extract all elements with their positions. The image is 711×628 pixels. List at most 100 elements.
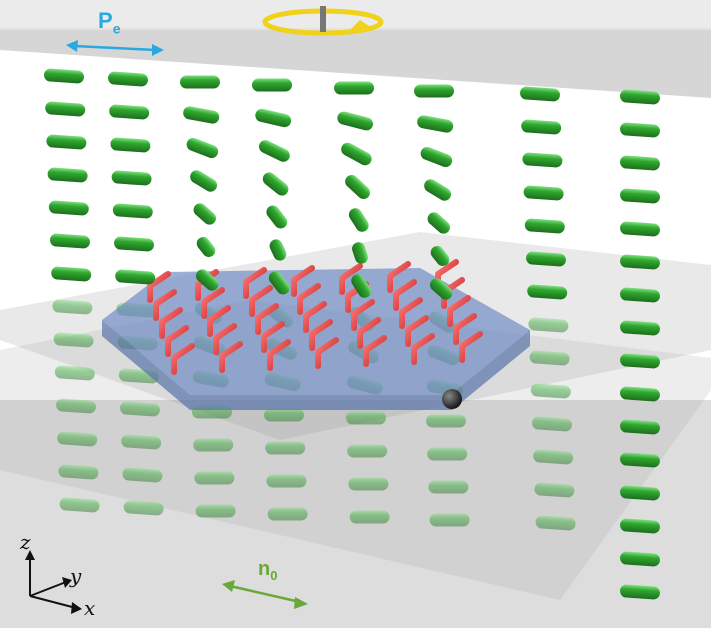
lc-rod [426, 414, 466, 428]
lc-rod [108, 71, 148, 87]
lc-rod [109, 104, 150, 120]
lc-rod [620, 485, 660, 501]
lc-rod [620, 254, 660, 270]
surface-molecule [261, 321, 285, 353]
lc-rod [48, 200, 89, 216]
surface-molecule [213, 323, 237, 355]
n0-label-sub: 0 [270, 568, 278, 583]
pe-double-arrow-icon [66, 40, 164, 56]
lc-rod [186, 137, 219, 159]
surface-molecule [219, 341, 243, 373]
lc-rod [112, 203, 153, 219]
lc-rod [620, 155, 660, 171]
surface-molecule [243, 267, 267, 299]
lc-rod [58, 464, 99, 480]
lc-rod [57, 431, 98, 447]
lc-rod [195, 269, 219, 291]
surface-molecule [459, 331, 483, 363]
lc-rod [52, 299, 93, 315]
lc-rod [268, 271, 290, 295]
lc-rod [196, 236, 216, 258]
lc-rod [349, 510, 390, 524]
axis-z-label: z [20, 530, 31, 554]
lc-rod [114, 236, 154, 252]
n0-double-arrow-icon [222, 580, 308, 609]
lc-rod [424, 179, 452, 201]
surface-molecule [201, 287, 225, 319]
surface-molecule [339, 263, 363, 295]
n0-label-main: n [258, 558, 271, 580]
lc-rod [47, 167, 88, 183]
lc-rod [620, 518, 660, 534]
lc-rod [348, 477, 389, 491]
lc-rod [255, 108, 292, 128]
lc-rod [334, 81, 374, 95]
lc-rod [620, 551, 660, 567]
lc-rod [417, 115, 454, 133]
lc-rod [50, 233, 90, 249]
surface-molecule [171, 343, 195, 375]
lc-rod [521, 119, 562, 135]
lc-rod [535, 515, 576, 531]
surface-molecule [249, 285, 273, 317]
lc-rod [267, 507, 308, 521]
lc-rod [195, 504, 236, 518]
lc-rod [429, 278, 453, 300]
lc-rod [429, 513, 470, 527]
lc-rod [346, 411, 386, 425]
lc-rod [265, 441, 306, 455]
lc-rod [266, 205, 288, 229]
lc-rod [620, 89, 660, 105]
surface-molecule [255, 303, 279, 335]
lc-rod [529, 350, 570, 366]
lc-rod [337, 111, 374, 131]
surface-molecules [147, 259, 483, 375]
lc-rod [190, 170, 218, 192]
lc-rod [352, 242, 368, 264]
coordinate-axes-icon [25, 550, 82, 614]
lc-rod [262, 172, 289, 196]
lc-rod [264, 408, 304, 422]
lc-rod [123, 500, 164, 516]
lc-rod [420, 146, 453, 168]
surface-molecule [447, 295, 471, 327]
lc-rod [523, 185, 564, 201]
lc-rod [180, 75, 220, 89]
lc-rod [193, 438, 234, 452]
lc-rods-front [44, 68, 660, 600]
rotation-arrow-icon [262, 6, 384, 36]
pe-label-main: P [98, 8, 113, 33]
surface-molecule [309, 319, 333, 351]
surface-molecule [315, 337, 339, 369]
lc-rod [59, 497, 100, 513]
surface-molecule [147, 271, 171, 303]
surface-molecule [357, 317, 381, 349]
lc-rod [620, 584, 660, 600]
lc-rod [620, 122, 660, 138]
surface-molecule [393, 279, 417, 311]
lc-rod [183, 106, 220, 124]
surface-molecule [297, 283, 321, 315]
top-glass-plate [0, 28, 711, 98]
lc-rod [348, 208, 369, 232]
lc-rod [528, 317, 569, 333]
lc-rod [427, 447, 468, 461]
lc-rod [252, 78, 292, 92]
lc-rod [121, 434, 162, 450]
lc-rod [533, 449, 574, 465]
lc-rod [620, 287, 660, 303]
lc-rod [46, 134, 87, 150]
lc-rod [266, 474, 307, 488]
surface-molecule [159, 307, 183, 339]
lc-rod [44, 68, 84, 84]
pe-label-sub: e [112, 20, 121, 37]
surface-molecule [399, 297, 423, 329]
lc-rod [428, 480, 469, 494]
lc-rod [193, 203, 217, 225]
lc-rod [620, 221, 660, 237]
surface-molecule [363, 335, 387, 367]
lc-rod [122, 467, 163, 483]
lc-rod [522, 152, 563, 168]
lc-rod [620, 386, 660, 402]
lc-rod [54, 365, 95, 381]
